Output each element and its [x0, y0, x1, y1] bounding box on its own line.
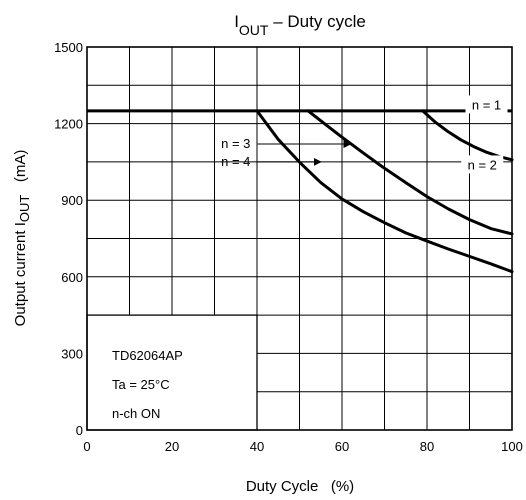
y-tick-label: 900	[61, 193, 83, 208]
annotation-n1-bg	[465, 95, 508, 114]
y-tick-label: 1200	[54, 117, 83, 132]
info-box-frame	[86, 314, 258, 431]
chart-title: IOUT – Duty cycle	[234, 12, 366, 38]
annotation-n4-label: n = 4	[221, 154, 250, 169]
y-tick-label: 0	[76, 423, 83, 438]
y-tick-label: 300	[61, 346, 83, 361]
annotation-n2-bg	[461, 155, 504, 174]
x-tick-label: 20	[165, 439, 179, 454]
annotation-n2-label: n = 2	[468, 157, 497, 172]
y-tick-label: 600	[61, 270, 83, 285]
x-axis-label: Duty Cycle (%)	[246, 478, 354, 495]
y-axis-label: Output current IOUT (mA)	[12, 150, 32, 327]
annotation-n1-label: n = 1	[472, 97, 501, 112]
y-tick-label: 1500	[54, 40, 83, 55]
info-temperature: Ta = 25°C	[112, 377, 170, 392]
annotation-n3-label: n = 3	[221, 136, 250, 151]
x-tick-label: 40	[250, 439, 264, 454]
x-tick-label: 100	[501, 439, 523, 454]
plot-border	[86, 46, 513, 431]
info-box: TD62064AP Ta = 25°C n-ch ON	[86, 314, 258, 431]
x-tick-label: 0	[83, 439, 90, 454]
series-line-n3	[306, 109, 514, 236]
tick-labels: 0 20 40 60 80 100 0 300 600 900 1200 1500	[54, 40, 523, 454]
info-device: TD62064AP	[112, 348, 183, 363]
info-mode: n-ch ON	[112, 406, 160, 421]
x-tick-label: 80	[420, 439, 434, 454]
series-line-n2	[421, 109, 514, 162]
x-tick-label: 60	[335, 439, 349, 454]
plot-frame	[86, 46, 513, 431]
annotations: n = 1 n = 2 n = 3 n = 4	[221, 95, 508, 174]
